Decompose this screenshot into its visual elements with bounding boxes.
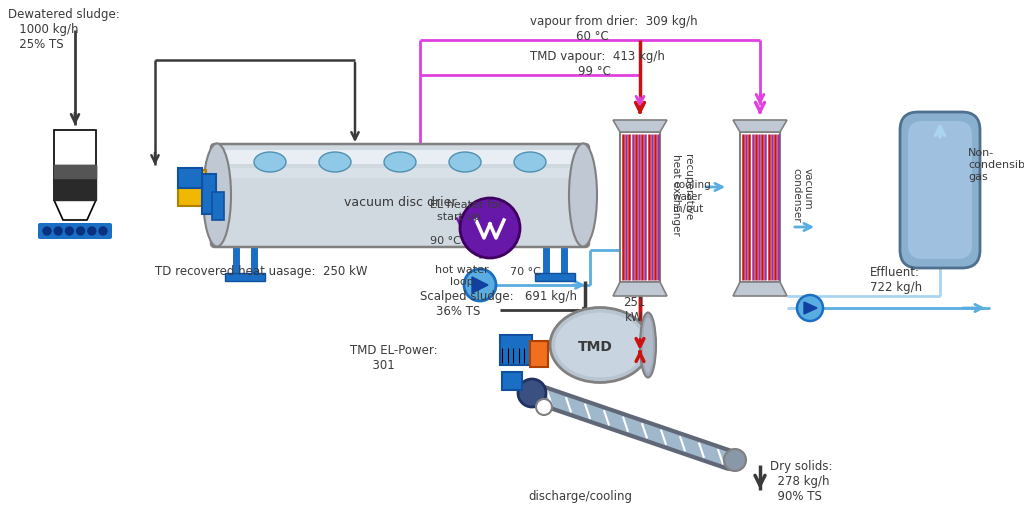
FancyBboxPatch shape (202, 174, 216, 214)
Ellipse shape (569, 143, 597, 246)
Bar (740, 132, 780, 282)
Text: discharge/cooling: discharge/cooling (528, 490, 632, 503)
Polygon shape (54, 165, 96, 200)
Polygon shape (472, 277, 488, 293)
Text: Non-
condensible
gas: Non- condensible gas (968, 148, 1024, 182)
Text: TMD vapour:  413 kg/h: TMD vapour: 413 kg/h (530, 50, 665, 63)
Circle shape (536, 399, 552, 415)
Ellipse shape (449, 152, 481, 172)
Circle shape (77, 227, 85, 235)
Polygon shape (54, 200, 96, 220)
Circle shape (464, 269, 496, 301)
FancyBboxPatch shape (225, 273, 265, 281)
Polygon shape (804, 302, 817, 314)
Polygon shape (733, 282, 787, 296)
Text: Dewatered sludge:
   1000 kg/h
   25% TS: Dewatered sludge: 1000 kg/h 25% TS (8, 8, 120, 51)
Polygon shape (54, 165, 96, 178)
Text: TMD: TMD (578, 340, 612, 354)
Circle shape (724, 449, 746, 471)
Ellipse shape (384, 152, 416, 172)
Text: 36% TS: 36% TS (436, 305, 480, 318)
Text: 90 °C: 90 °C (430, 236, 461, 246)
FancyBboxPatch shape (211, 144, 589, 247)
Text: Effluent:
722 kg/h: Effluent: 722 kg/h (870, 266, 923, 294)
Circle shape (797, 295, 823, 321)
FancyBboxPatch shape (535, 273, 575, 281)
Text: Dry solids:
  278 kg/h
  90% TS: Dry solids: 278 kg/h 90% TS (770, 460, 833, 503)
Text: 99 °C: 99 °C (578, 65, 611, 78)
FancyBboxPatch shape (178, 168, 202, 188)
Text: TMD EL-Power:
      301: TMD EL-Power: 301 (350, 344, 437, 372)
FancyBboxPatch shape (502, 372, 522, 390)
Circle shape (66, 227, 74, 235)
FancyBboxPatch shape (908, 121, 972, 259)
Text: recuperative
heat exchanger: recuperative heat exchanger (671, 154, 692, 236)
Text: vacuum
condenser: vacuum condenser (791, 168, 813, 222)
Circle shape (99, 227, 106, 235)
Polygon shape (613, 282, 667, 296)
Bar (620, 132, 660, 282)
Text: EL heater for
  start up: EL heater for start up (430, 200, 503, 222)
Bar (219, 150, 581, 164)
FancyBboxPatch shape (178, 170, 206, 206)
Ellipse shape (550, 308, 650, 382)
Text: 251
kW: 251 kW (623, 296, 645, 324)
Text: 60 °C: 60 °C (575, 30, 608, 43)
Text: cooling
water
in/out: cooling water in/out (673, 180, 711, 214)
Text: vacuum disc drier: vacuum disc drier (344, 196, 457, 210)
Ellipse shape (643, 318, 653, 373)
Ellipse shape (514, 152, 546, 172)
Text: vapour from drier:  309 kg/h: vapour from drier: 309 kg/h (530, 15, 697, 28)
FancyBboxPatch shape (530, 341, 548, 367)
Text: hot water
loop: hot water loop (435, 265, 488, 287)
Ellipse shape (319, 152, 351, 172)
Ellipse shape (555, 313, 645, 378)
FancyBboxPatch shape (500, 335, 532, 365)
Polygon shape (613, 120, 667, 132)
Circle shape (43, 227, 51, 235)
Bar (219, 168, 581, 178)
Circle shape (54, 227, 62, 235)
FancyBboxPatch shape (212, 192, 224, 220)
Ellipse shape (254, 152, 286, 172)
Ellipse shape (203, 143, 231, 246)
Circle shape (518, 379, 546, 407)
FancyBboxPatch shape (38, 223, 112, 239)
Text: Scalped sludge:   691 kg/h: Scalped sludge: 691 kg/h (420, 290, 577, 303)
Text: 70 °C: 70 °C (510, 267, 541, 277)
FancyBboxPatch shape (900, 112, 980, 268)
Circle shape (460, 198, 520, 258)
Circle shape (88, 227, 96, 235)
Polygon shape (54, 130, 96, 200)
Polygon shape (733, 120, 787, 132)
Text: TD recovered heat uasage:  250 kW: TD recovered heat uasage: 250 kW (155, 265, 368, 278)
Ellipse shape (640, 313, 656, 378)
